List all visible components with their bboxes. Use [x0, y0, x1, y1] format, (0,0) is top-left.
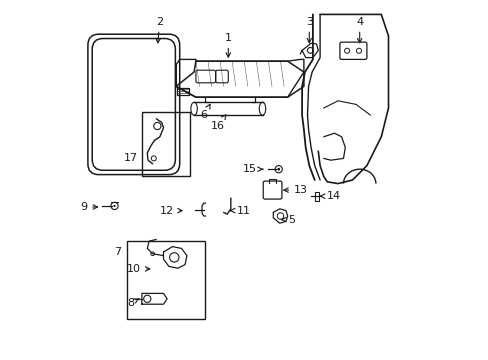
Text: 13: 13 — [283, 185, 307, 195]
Text: 11: 11 — [230, 206, 250, 216]
Text: 15: 15 — [243, 164, 262, 174]
Text: 3: 3 — [305, 17, 312, 43]
Text: 16: 16 — [210, 115, 225, 131]
Text: 4: 4 — [355, 17, 363, 43]
Bar — [127, 241, 204, 319]
Text: 5: 5 — [281, 215, 294, 225]
Circle shape — [277, 168, 280, 171]
Text: 1: 1 — [224, 33, 231, 57]
Text: 10: 10 — [127, 264, 149, 274]
Text: 14: 14 — [320, 191, 341, 201]
Text: 9: 9 — [80, 202, 98, 212]
Text: 2: 2 — [156, 17, 163, 43]
Circle shape — [113, 205, 115, 207]
Text: 12: 12 — [160, 206, 182, 216]
Text: 17: 17 — [124, 153, 138, 163]
Text: 6: 6 — [200, 104, 210, 120]
Bar — [314, 192, 318, 201]
Text: 7: 7 — [114, 247, 121, 257]
Text: 8: 8 — [126, 298, 139, 308]
Bar — [142, 112, 190, 176]
